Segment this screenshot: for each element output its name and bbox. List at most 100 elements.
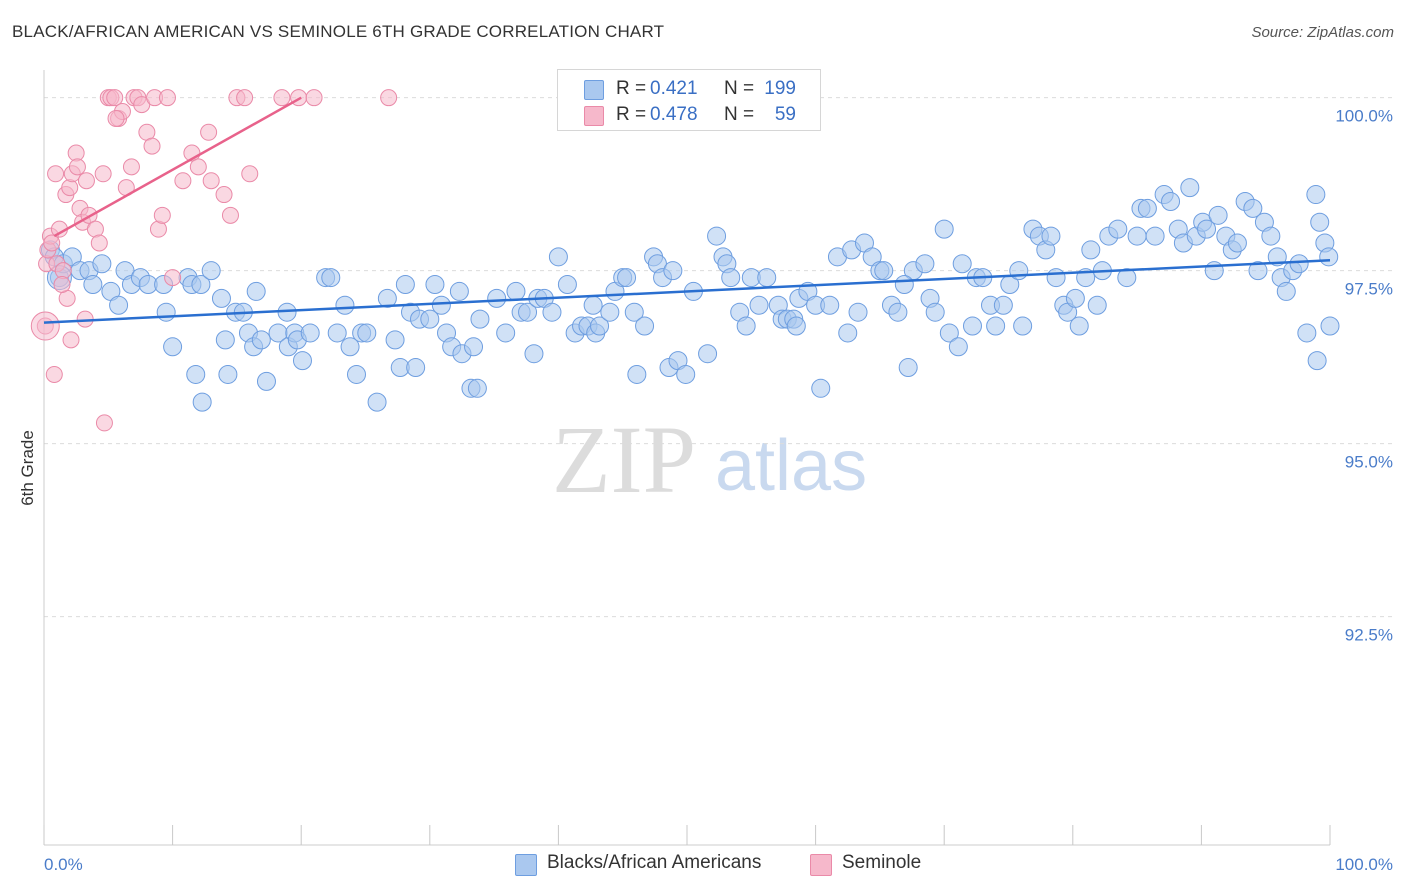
data-point-seminole — [95, 414, 113, 432]
data-point-blacks — [470, 309, 490, 329]
data-point-blacks — [925, 302, 945, 322]
data-point-blacks — [246, 281, 266, 301]
x-tick-label: 0.0% — [44, 855, 83, 874]
data-point-seminole — [47, 165, 65, 183]
data-point-blacks — [663, 261, 683, 281]
data-point-blacks — [590, 316, 610, 336]
data-point-blacks — [1227, 233, 1247, 253]
data-point-blacks — [1069, 316, 1089, 336]
data-point-blacks — [1013, 316, 1033, 336]
n-label: N = — [724, 104, 755, 125]
data-point-blacks — [1208, 205, 1228, 225]
chart-title: BLACK/AFRICAN AMERICAN VS SEMINOLE 6TH G… — [12, 22, 665, 41]
data-point-blacks — [1065, 288, 1085, 308]
data-point-blacks — [377, 288, 397, 308]
data-point-blacks — [420, 309, 440, 329]
data-point-blacks — [496, 323, 516, 343]
data-point-blacks — [1197, 219, 1217, 239]
data-point-blacks — [736, 316, 756, 336]
data-point-blacks — [838, 323, 858, 343]
data-point-blacks — [698, 344, 718, 364]
data-point-blacks — [542, 302, 562, 322]
data-point-blacks — [583, 295, 603, 315]
data-point-blacks — [993, 295, 1013, 315]
data-point-blacks — [218, 364, 238, 384]
data-point-seminole — [90, 234, 108, 252]
data-point-blacks — [548, 247, 568, 267]
data-point-blacks — [934, 219, 954, 239]
r-label: R = — [616, 104, 647, 125]
data-point-blacks — [986, 316, 1006, 336]
data-point-blacks — [211, 288, 231, 308]
data-point-seminole — [241, 165, 259, 183]
data-point-blacks — [425, 275, 445, 295]
n-value: 59 — [774, 104, 796, 125]
watermark-zip: ZIP — [552, 406, 696, 513]
data-point-blacks — [1267, 247, 1287, 267]
stats-legend-row-blacks: R = 0.421 N = 199 — [558, 76, 820, 102]
data-point-blacks — [1087, 295, 1107, 315]
data-point-blacks — [346, 364, 366, 384]
data-point-blacks — [962, 316, 982, 336]
data-point-blacks — [786, 316, 806, 336]
data-point-blacks — [811, 378, 831, 398]
data-point-blacks — [506, 281, 526, 301]
data-point-seminole — [106, 89, 124, 107]
watermark: ZIP atlas — [552, 406, 867, 513]
y-tick-label: 100.0% — [1335, 107, 1393, 126]
data-point-blacks — [1319, 247, 1339, 267]
data-point-seminole — [62, 331, 80, 349]
data-point-seminole — [202, 172, 220, 190]
data-point-blacks — [340, 337, 360, 357]
n-label: N = — [724, 78, 755, 99]
source-label: Source: ZipAtlas.com — [1251, 24, 1394, 41]
data-point-blacks — [367, 392, 387, 412]
data-point-blacks — [1297, 323, 1317, 343]
data-point-seminole — [77, 172, 95, 190]
legend-swatch-seminole — [584, 106, 604, 126]
data-point-blacks — [749, 295, 769, 315]
data-point-seminole — [143, 137, 161, 155]
data-point-blacks — [1320, 316, 1340, 336]
data-point-blacks — [335, 295, 355, 315]
data-point-blacks — [1117, 268, 1137, 288]
data-point-blacks — [1243, 198, 1263, 218]
data-point-blacks — [676, 364, 696, 384]
data-point-blacks — [627, 364, 647, 384]
data-point-blacks — [915, 254, 935, 274]
data-point-blacks — [251, 330, 271, 350]
stats-legend-row-seminole: R = 0.478 N = 59 — [558, 102, 820, 128]
data-point-blacks — [385, 330, 405, 350]
data-point-blacks — [109, 295, 129, 315]
data-point-seminole — [200, 123, 218, 141]
data-point-seminole — [68, 158, 86, 176]
data-point-blacks — [327, 323, 347, 343]
r-value: 0.421 — [650, 78, 698, 99]
legend-label-blacks: Blacks/African Americans — [547, 852, 762, 873]
legend-label-seminole: Seminole — [842, 852, 922, 873]
data-point-blacks — [952, 254, 972, 274]
data-point-blacks — [321, 268, 341, 288]
data-point-seminole — [122, 158, 140, 176]
data-point-blacks — [1081, 240, 1101, 260]
data-point-seminole — [45, 365, 63, 383]
data-point-blacks — [635, 316, 655, 336]
data-point-seminole — [107, 109, 125, 127]
data-point-blacks — [624, 302, 644, 322]
data-point-blacks — [1108, 219, 1128, 239]
data-point-blacks — [721, 268, 741, 288]
data-point-blacks — [431, 295, 451, 315]
data-point-blacks — [898, 358, 918, 378]
data-point-blacks — [617, 268, 637, 288]
data-point-blacks — [1276, 281, 1296, 301]
data-point-blacks — [707, 226, 727, 246]
data-point-blacks — [1261, 226, 1281, 246]
data-point-blacks — [1046, 268, 1066, 288]
data-point-blacks — [1289, 254, 1309, 274]
data-point-blacks — [191, 275, 211, 295]
data-point-blacks — [215, 330, 235, 350]
stats-legend: R = 0.421 N = 199 R = 0.478 N = 59 — [557, 69, 821, 131]
data-point-seminole — [61, 179, 79, 197]
data-point-blacks — [1180, 178, 1200, 198]
data-point-blacks — [1161, 191, 1181, 211]
